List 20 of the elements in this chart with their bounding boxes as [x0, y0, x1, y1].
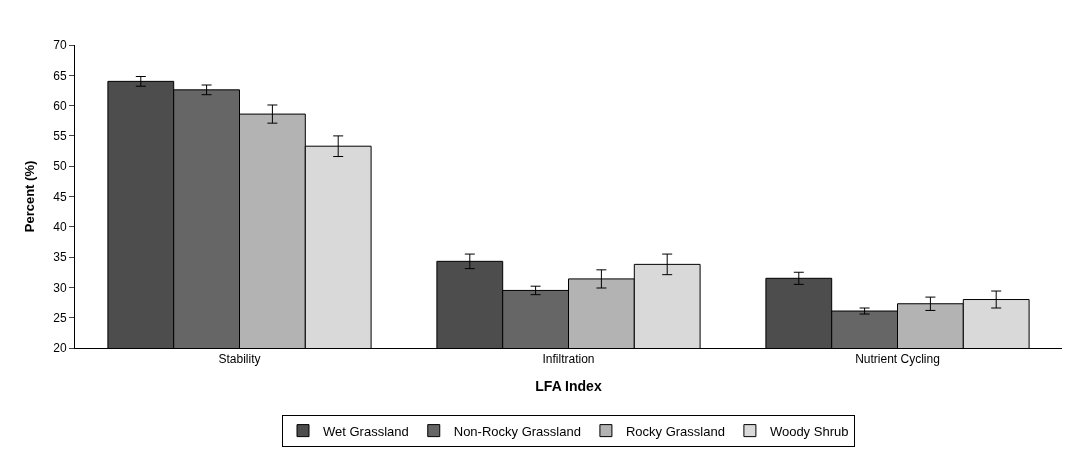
x-axis-title: LFA Index — [535, 377, 602, 394]
y-axis-title: Percent (%) — [22, 160, 38, 233]
x-tick-label: Nutrient Cycling — [855, 352, 940, 367]
legend-label: Woody Shrub — [769, 423, 849, 439]
legend-label: Non-Rocky Grassland — [453, 423, 581, 439]
y-tick-label: 35 — [53, 250, 67, 265]
legend-label: Wet Grassland — [323, 423, 409, 439]
y-tick-label: 65 — [53, 68, 67, 83]
y-tick-label: 25 — [53, 310, 67, 325]
legend-label: Rocky Grassland — [625, 423, 725, 439]
y-tick-label: 50 — [53, 159, 67, 174]
x-tick-label: Infiltration — [542, 352, 595, 367]
y-tick-label: 20 — [53, 341, 67, 356]
y-tick-label: 40 — [53, 220, 67, 234]
y-tick-label: 70 — [53, 38, 67, 53]
x-tick-label: Stability — [218, 352, 261, 367]
y-tick-label: 30 — [53, 280, 67, 295]
y-tick-label: 45 — [53, 189, 67, 204]
y-tick-label: 60 — [53, 98, 67, 113]
y-tick-label: 55 — [53, 129, 67, 144]
